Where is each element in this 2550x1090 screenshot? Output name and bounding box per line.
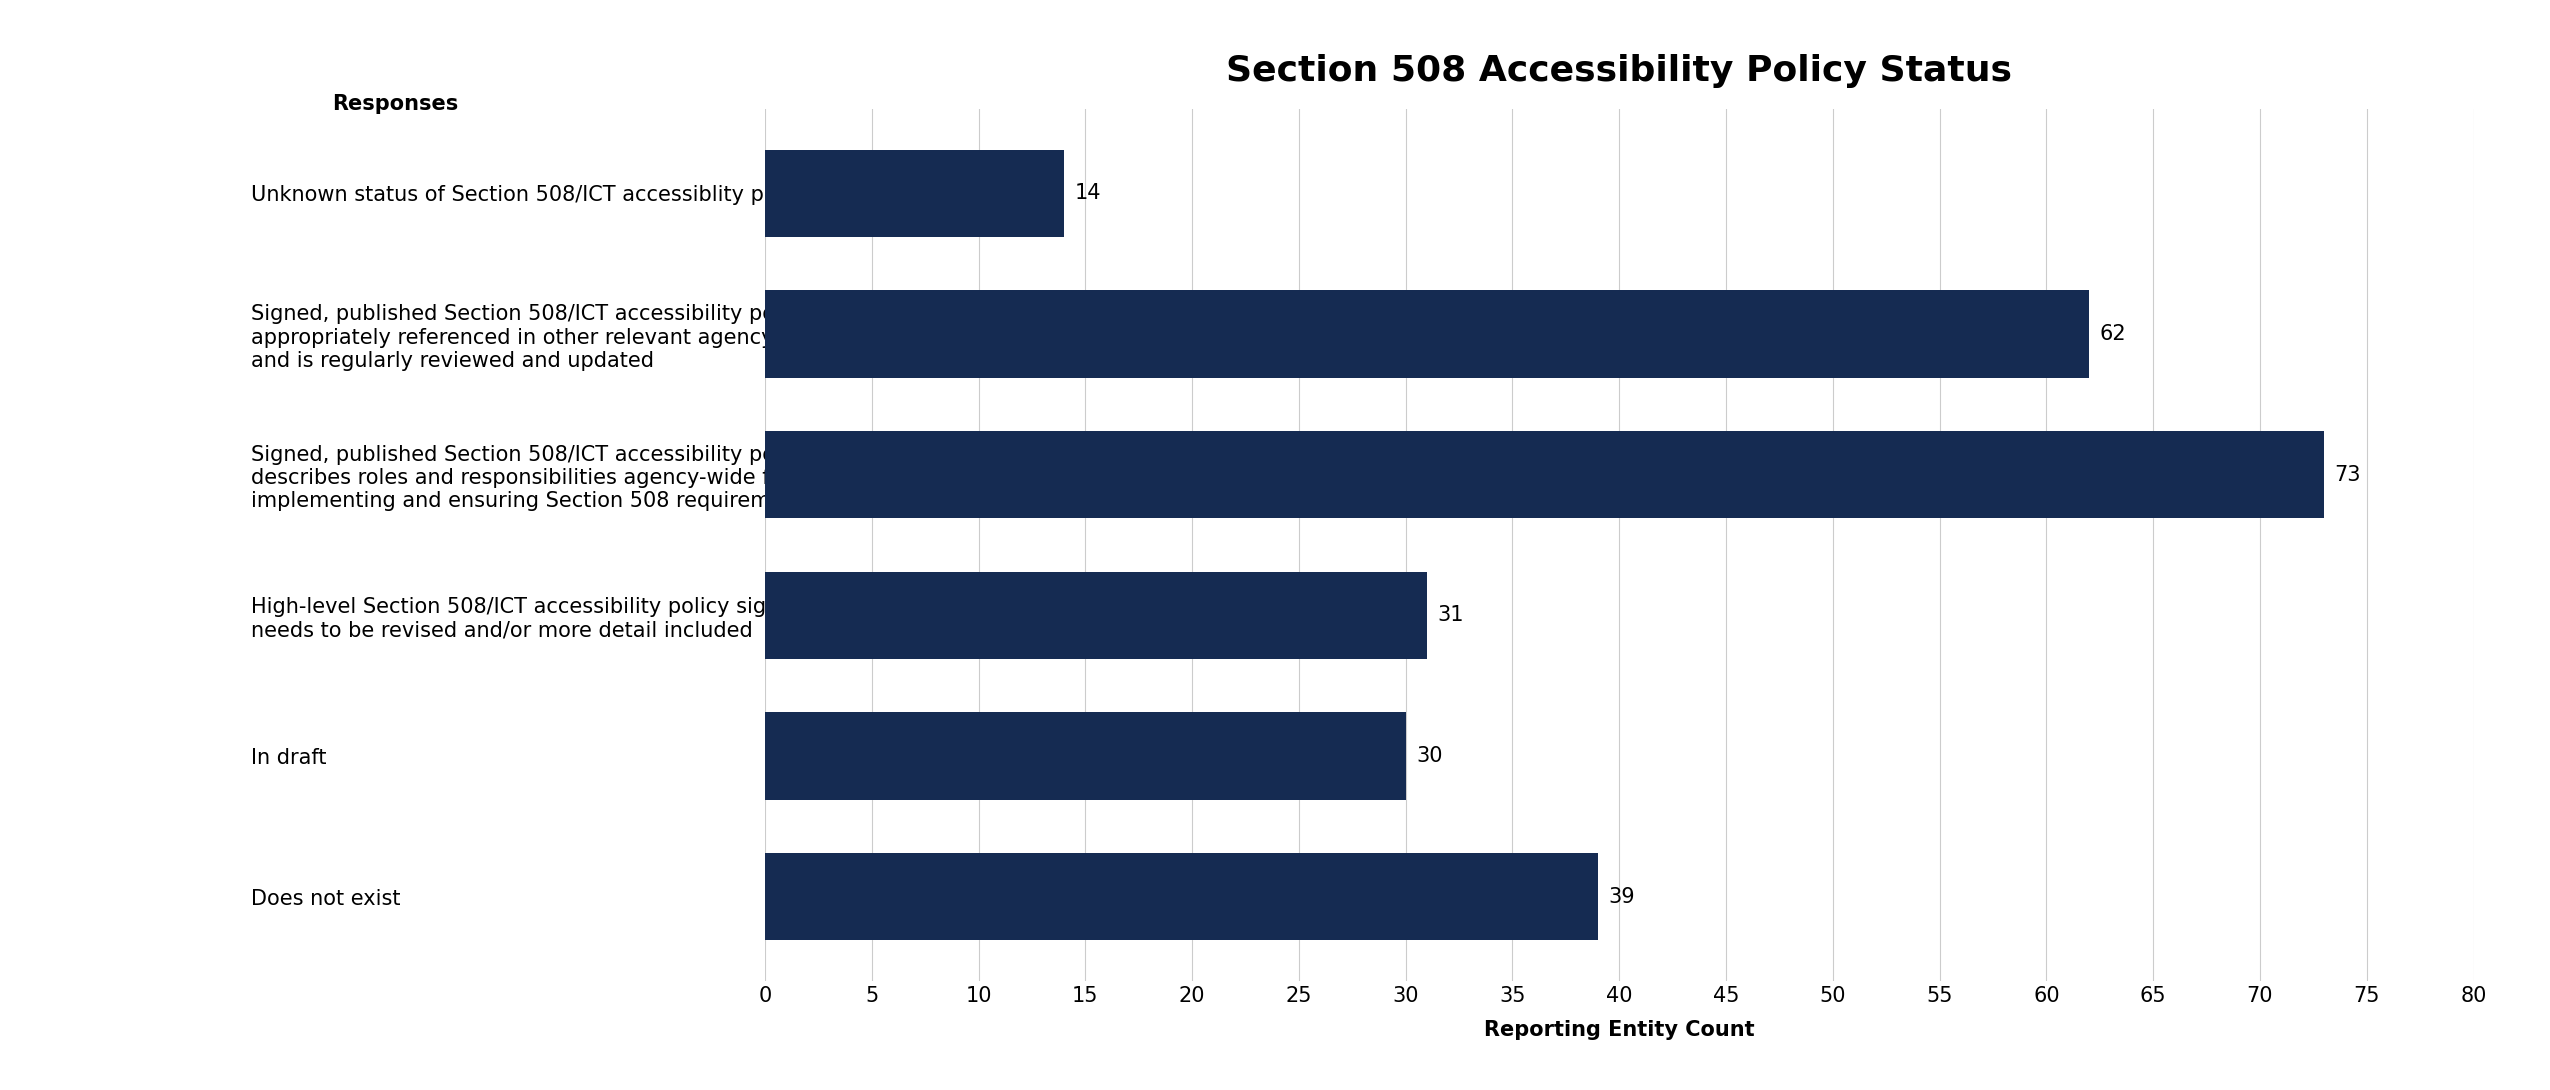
Bar — [765, 149, 1063, 237]
Bar — [765, 290, 2088, 377]
Text: Responses: Responses — [332, 95, 459, 114]
Text: 31: 31 — [1438, 605, 1464, 626]
X-axis label: Reporting Entity Count: Reporting Entity Count — [1484, 1020, 1754, 1040]
Bar — [765, 713, 1405, 800]
Bar — [765, 572, 1428, 659]
Bar — [765, 853, 1599, 941]
Title: Section 508 Accessibility Policy Status: Section 508 Accessibility Policy Status — [1227, 54, 2012, 88]
Text: 14: 14 — [1074, 183, 1102, 204]
Text: 73: 73 — [2336, 464, 2361, 485]
Text: 30: 30 — [1415, 746, 1443, 766]
Bar — [765, 431, 2323, 518]
Text: 39: 39 — [1609, 886, 1635, 907]
Text: 62: 62 — [2099, 324, 2127, 344]
